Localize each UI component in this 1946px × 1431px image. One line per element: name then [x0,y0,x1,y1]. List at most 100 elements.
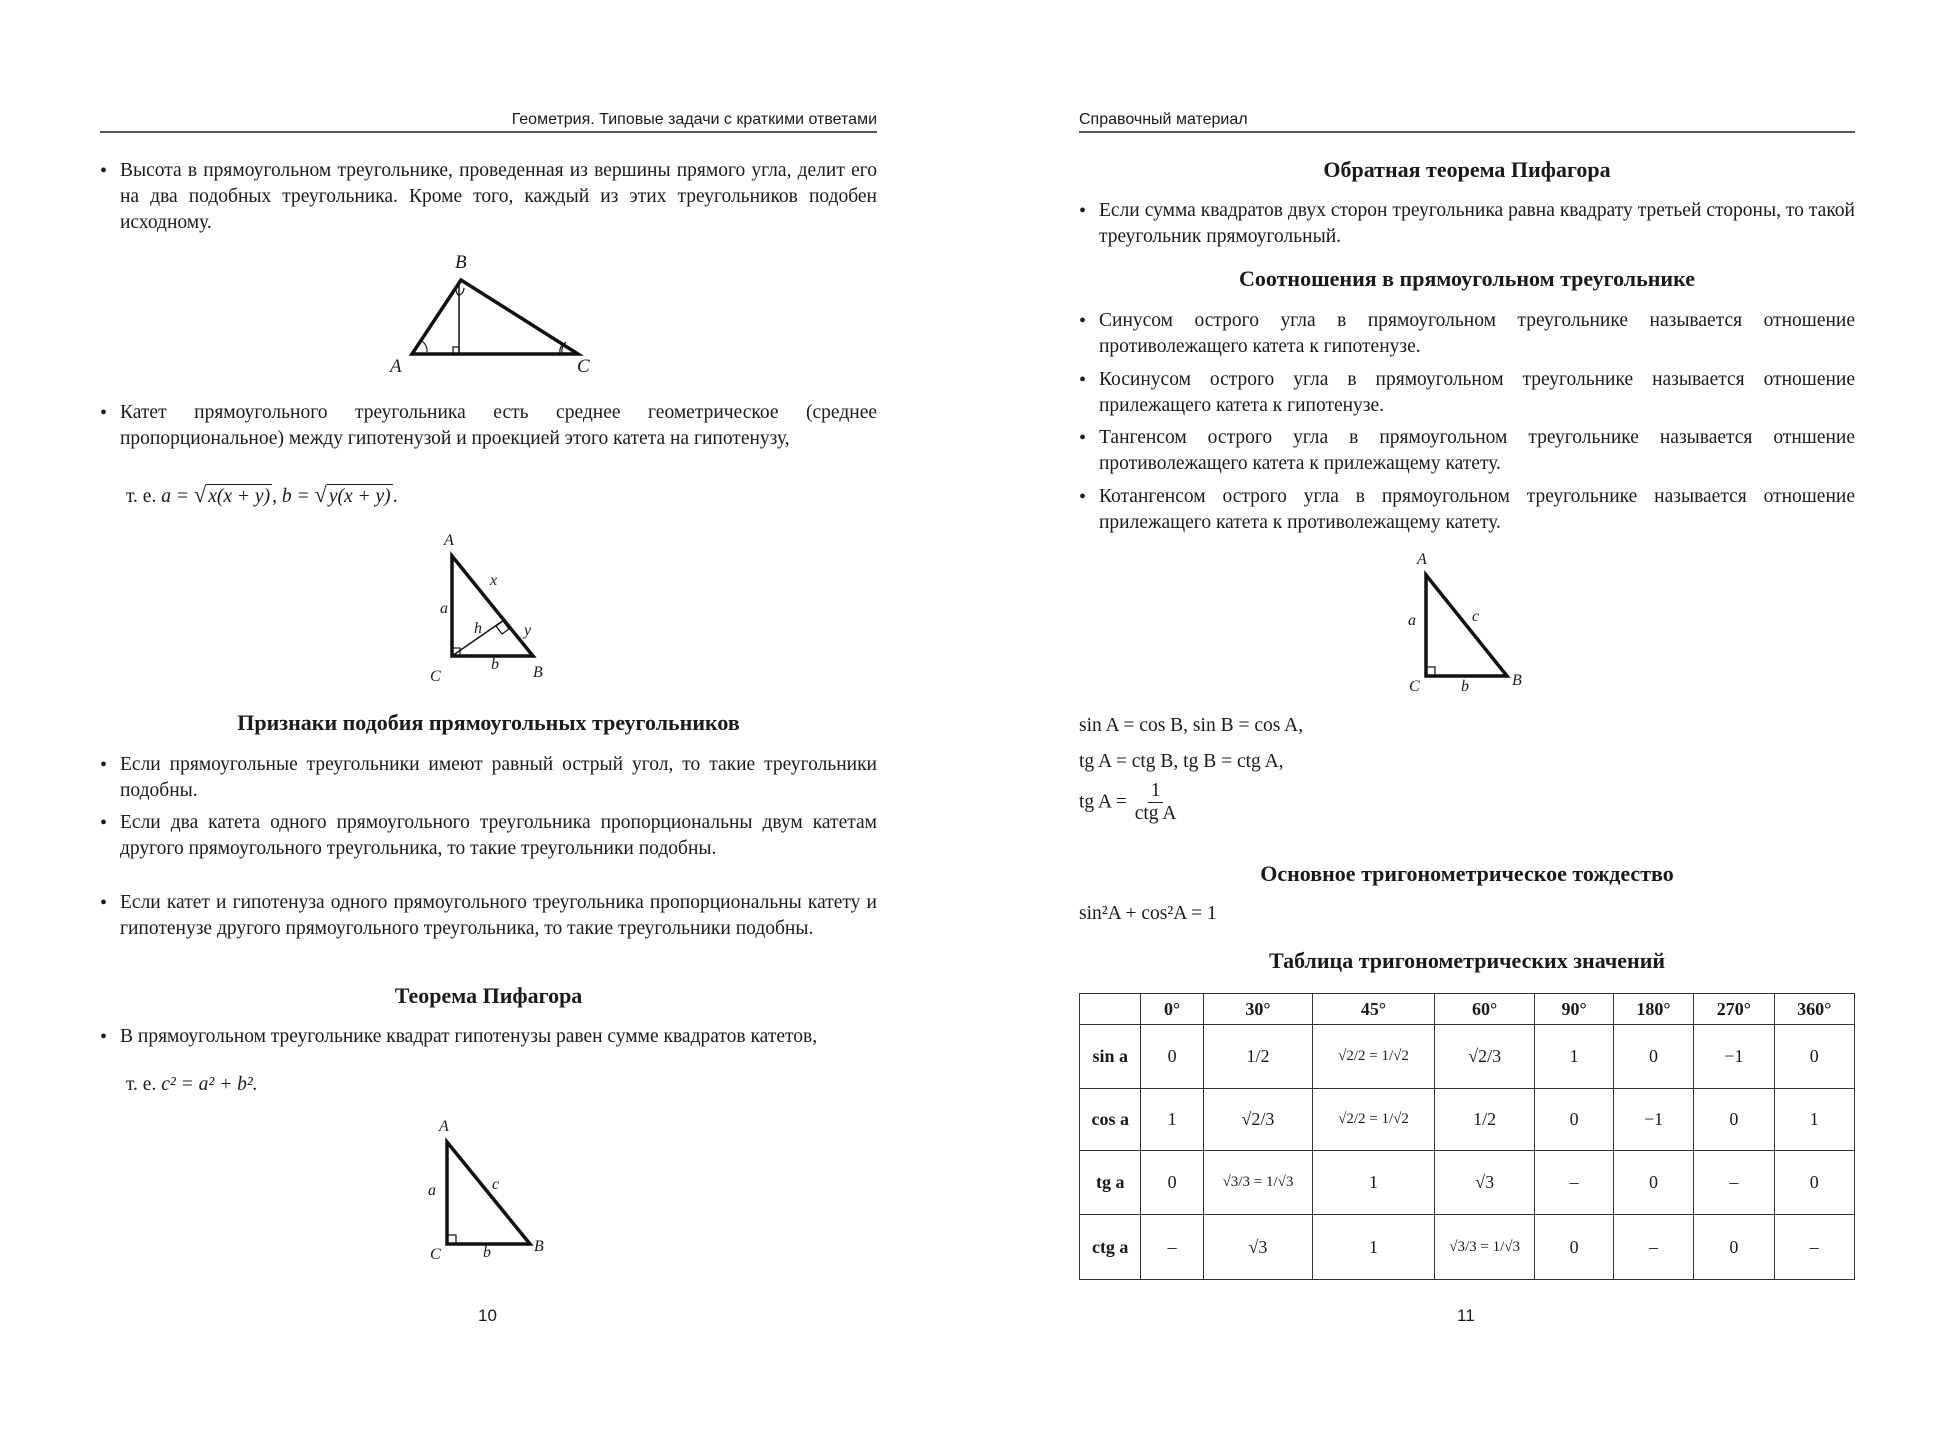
label-C: C [430,1246,441,1263]
column-header: 270° [1693,993,1775,1025]
heading-trig-table: Таблица тригонометрических значений [1268,948,1666,973]
table-cell: √2/3 [1433,1024,1536,1089]
page-number-right: 11 [1457,1306,1475,1325]
ratio-bullet-cosine: Косинусом острого угла в прямоугольном т… [1079,367,1855,419]
table-cell: – [1534,1150,1614,1215]
formula-text: c² = a² + b². [161,1074,258,1095]
label-C: C [430,668,441,685]
label-a: a [1408,612,1416,629]
table-row: ctg a – √3 1 √3/3 = 1/√3 0–0– [1078,1214,1856,1280]
ratio-bullet-sine: Синусом острого угла в прямоугольном тре… [1079,308,1855,360]
column-header: 30° [1202,993,1314,1025]
angle-mark [559,343,564,354]
table-header-row: 0° 30° 45° 60° 90° 180° 270° 360° [1078,993,1856,1025]
right-angle-mark [1425,666,1436,677]
row-label: cos a [1078,1088,1142,1151]
label-B: B [1512,672,1522,689]
formula-prefix: т. е. [126,1074,157,1095]
label-c: c [1472,608,1480,625]
table-cell: √2/3 [1202,1088,1314,1151]
heading-pythagoras: Теорема Пифагора [394,983,583,1008]
table-cell: – [1773,1214,1856,1280]
label-A: A [444,532,454,549]
table-cell: √3/3 = 1/√3 [1202,1150,1314,1215]
row-label: ctg a [1078,1214,1142,1280]
table-row: cos a 1 √2/3 √2/2 = 1/√2 1/2 0 −1 0 1 [1078,1088,1856,1151]
similarity-bullet-3: Если катет и гипотенуза одного прямоугол… [100,890,877,942]
formula-lhs: tg A = [1079,791,1127,813]
angle-mark [455,289,460,297]
table-cell: √3/3 = 1/√3 [1433,1214,1536,1280]
table-cell: 1 [1773,1088,1856,1151]
header-rule [100,131,877,133]
label-b: b [491,656,499,673]
formula-end: . [392,486,398,507]
ratio-bullet-cotangent: Котангенсом острого угла в прямоугольном… [1079,484,1855,536]
similarity-bullet-2: Если два катета одного прямоугольного тр… [100,810,877,862]
formula-prefix: т. е. [126,486,157,507]
table-cell: 1 [1312,1214,1435,1280]
triangle-abc-fig3 [445,1137,534,1246]
pythagoras-bullet: В прямоугольном треугольнике квадрат гип… [100,1024,877,1050]
ratio-bullet-tangent: Тангенсом острого угла в прямоугольном т… [1079,425,1855,477]
column-header: 180° [1612,993,1695,1025]
table-row: tg a 0 √3/3 = 1/√3 1 √3–0–0 [1078,1150,1856,1215]
column-header: 60° [1433,993,1536,1025]
table-row: sin a 0 1/2 √2/2 = 1/√2 √2/3 1 0 −1 0 [1078,1024,1856,1089]
label-b: b [1461,678,1469,695]
label-x: x [490,572,498,589]
label-a: a [428,1182,436,1199]
table-cell: 1 [1312,1150,1435,1215]
table-cell: 0 [1693,1214,1775,1280]
table-cell: 1 [1534,1024,1614,1089]
angle-mark [561,341,567,354]
heading-identity: Основное тригонометрическое тождество [1260,861,1674,886]
column-header: 90° [1534,993,1614,1025]
angle-mark [459,287,465,296]
similarity-bullet-1: Если прямоугольные треугольники имеют ра… [100,752,877,804]
table-cell: – [1693,1150,1775,1215]
heading-similarity: Признаки подобия прямоугольных треугольн… [237,710,740,735]
table-cell: √2/2 = 1/√2 [1312,1088,1435,1151]
table-cell: 1 [1140,1088,1204,1151]
table-cell: – [1612,1214,1695,1280]
table-cell: 0 [1612,1150,1695,1215]
table-cell: 0 [1612,1024,1695,1089]
table-cell: 0 [1140,1024,1204,1089]
table-cell: 1/2 [1202,1024,1314,1089]
label-h: h [474,620,482,637]
running-header-left: Геометрия. Типовые задачи с краткими отв… [511,111,877,128]
pythagoras-formula: т. е. c² = a² + b². [126,1072,258,1098]
table-cell: 0 [1534,1088,1614,1151]
label-c: c [492,1176,500,1193]
column-header: 0° [1140,993,1204,1025]
formula-separator: , [272,486,277,507]
label-B: B [533,664,543,681]
formula-sin-cos: sin A = cos B, sin B = cos A, [1079,715,1304,736]
triangle-abc-right [1424,570,1511,678]
label-b: b [483,1244,491,1261]
heading-converse: Обратная теорема Пифагора [1323,157,1611,182]
triangle-abc-fig1 [408,277,585,356]
table-cell: 0 [1693,1088,1775,1151]
label-C: C [577,356,590,377]
column-header: 45° [1312,993,1435,1025]
formula-a-lhs: a = [161,486,190,507]
right-angle-mark [452,346,460,355]
heading-ratios: Соотношения в прямоугольном треугольнике [1239,266,1695,291]
trig-values-table: 0° 30° 45° 60° 90° 180° 270° 360° sin a 0 1/2 √2/2 … [1078,993,1856,1280]
label-C: C [1409,678,1420,695]
label-y: y [524,622,532,639]
table-cell: 0 [1534,1214,1614,1280]
label-a: a [440,600,448,617]
running-header-right: Справочный материал [1079,111,1248,128]
triangle-abc-fig2 [450,551,537,658]
label-A: A [1417,551,1427,568]
converse-bullet: Если сумма квадратов двух сторон треугол… [1079,198,1855,250]
right-angle-mark [451,647,461,657]
table-cell: √2/2 = 1/√2 [1312,1024,1435,1089]
table-cell: 0 [1773,1150,1856,1215]
table-cell: √3 [1202,1214,1314,1280]
table-cell: √3 [1433,1150,1536,1215]
table-cell: – [1140,1214,1204,1280]
